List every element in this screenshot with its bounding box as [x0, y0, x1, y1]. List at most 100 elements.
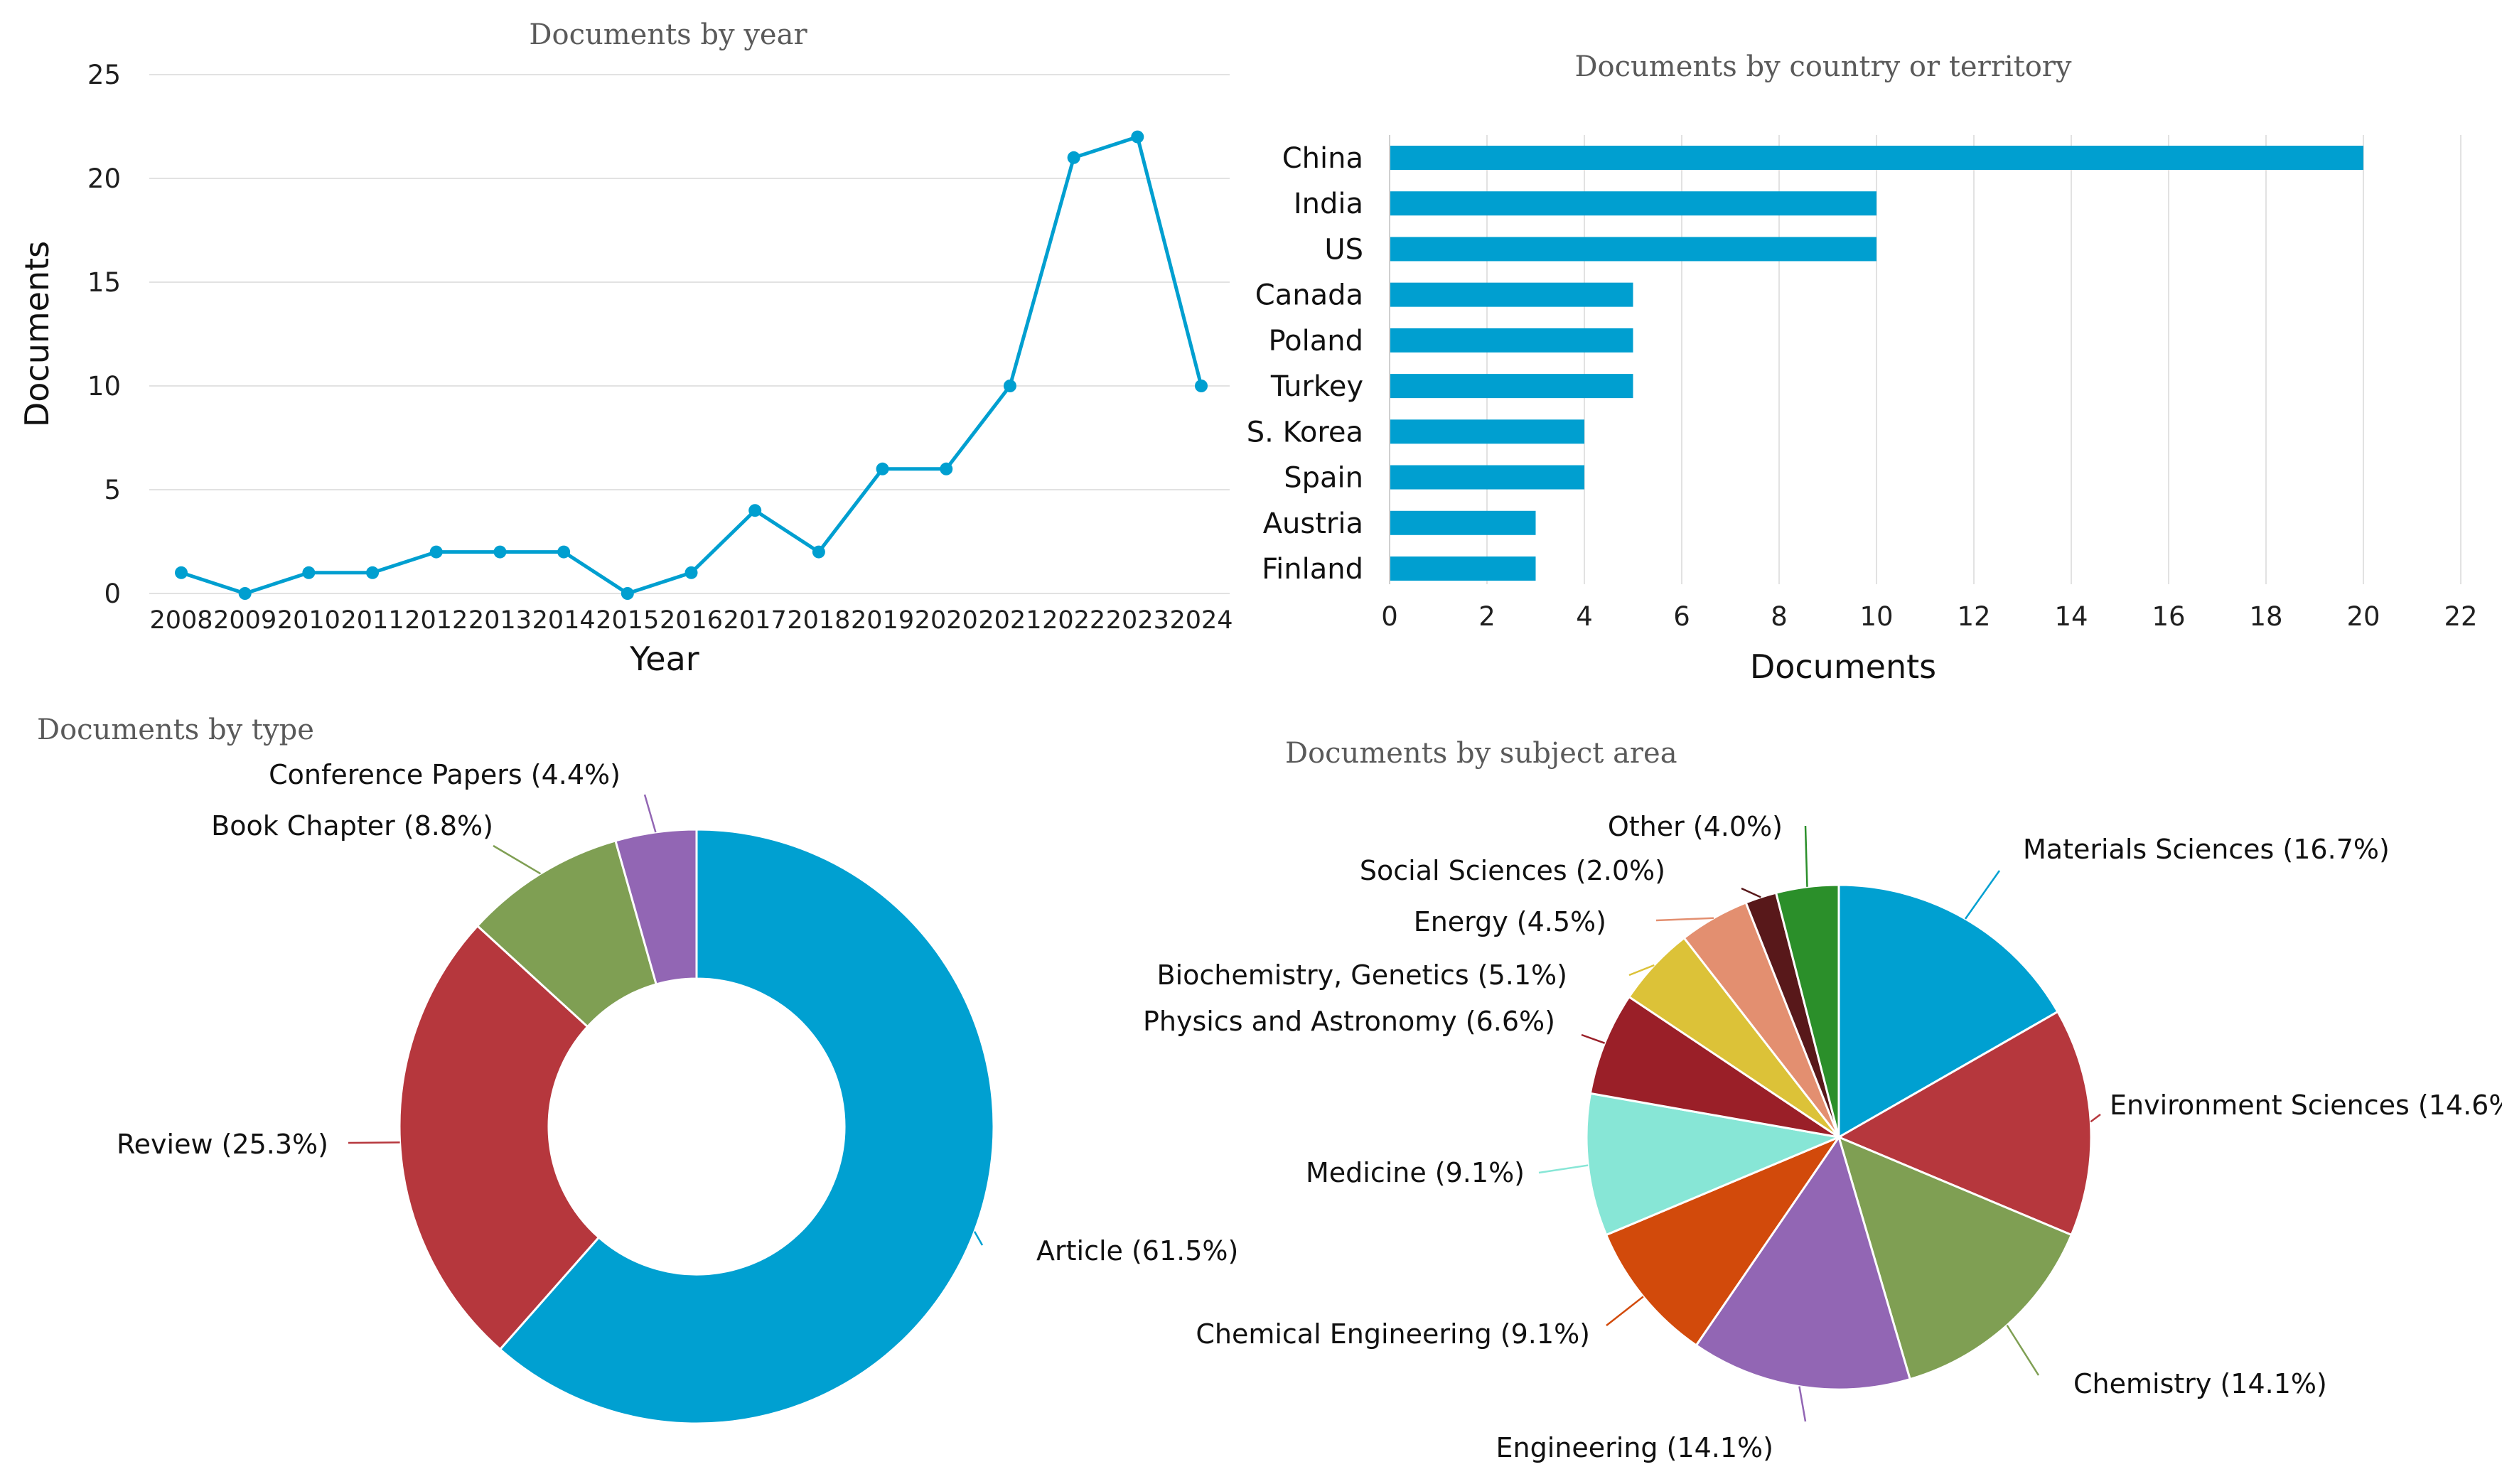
year-y-ticks: 0 5 10 15 20 25	[87, 60, 121, 609]
year-series-line	[181, 134, 1203, 596]
country-bar	[1390, 419, 1584, 444]
year-x-tick-label: 2022	[1042, 606, 1105, 635]
country-bar	[1390, 510, 1536, 535]
country-bar-chart: Documents by country or territory 0 2 4 6 8 1…	[1247, 50, 2478, 686]
subject-slices	[1585, 883, 2093, 1391]
type-slice	[498, 828, 995, 1425]
year-x-tick-label: 2015	[596, 606, 659, 635]
year-data-point	[1003, 380, 1016, 392]
country-category-label: Finland	[1262, 553, 1363, 586]
subject-leader-line	[1538, 1164, 1589, 1174]
year-x-tick-label: 2011	[341, 606, 404, 635]
country-category-label: Turkey	[1270, 370, 1363, 403]
country-bar	[1390, 237, 1876, 262]
country-category-label: S. Korea	[1247, 416, 1363, 448]
year-data-point	[366, 566, 380, 579]
subject-slice-label: Chemical Engineering (9.1%)	[1196, 1318, 1590, 1350]
type-leader-line	[493, 844, 542, 875]
subject-leader-line	[1655, 917, 1714, 922]
year-x-axis-label: Year	[629, 640, 699, 678]
subject-leader-line	[1581, 1033, 1606, 1044]
country-category-label: US	[1324, 233, 1363, 266]
year-data-point	[302, 566, 316, 579]
country-x-tick-label: 20	[2346, 601, 2380, 632]
country-category-label: Poland	[1268, 325, 1363, 357]
year-data-point	[493, 545, 507, 559]
subject-slice-label: Energy (4.5%)	[1414, 906, 1606, 937]
year-x-tick-label: 2013	[468, 606, 532, 635]
subject-pie-chart: Documents by subject area Materials Scie…	[1143, 737, 2502, 1463]
year-data-point	[1195, 380, 1208, 392]
type-slice-label: Book Chapter (8.8%)	[211, 810, 493, 842]
country-x-tick-label: 12	[1957, 601, 1990, 632]
year-data-point	[812, 545, 825, 559]
subject-slice	[1774, 883, 1840, 1138]
type-slices	[398, 828, 995, 1425]
type-leader-line	[348, 1141, 400, 1144]
subject-slice	[1695, 1134, 1912, 1391]
subject-slice-label: Other (4.0%)	[1608, 811, 1783, 842]
country-bar	[1390, 282, 1633, 307]
country-bar	[1390, 191, 1876, 216]
subject-leader-line	[2090, 1113, 2101, 1123]
subject-slice	[1836, 1010, 2093, 1237]
country-category-label: China	[1282, 142, 1363, 175]
country-bar	[1390, 465, 1584, 490]
year-series-points	[175, 130, 1208, 600]
country-x-tick-label: 4	[1576, 601, 1593, 632]
year-x-tick-label: 2016	[660, 606, 723, 635]
year-data-point	[557, 545, 571, 559]
type-slice	[614, 828, 698, 986]
country-x-tick-label: 22	[2444, 601, 2477, 632]
type-chart-title: Documents by type	[37, 714, 314, 746]
subject-slice-label: Social Sciences (2.0%)	[1360, 855, 1665, 886]
country-x-tick-label: 8	[1771, 601, 1788, 632]
country-category-labels: China India US Canada Poland Turkey S. Korea Sp…	[1247, 142, 1363, 586]
subject-chart-title: Documents by subject area	[1285, 737, 1677, 770]
subject-leader-line	[1628, 964, 1655, 977]
year-x-ticks: 2008 2009 2010 2011 2012 2013 2014 2015 2016 2017…	[149, 606, 1233, 635]
year-gridlines	[149, 74, 1230, 594]
year-y-tick-label: 15	[87, 267, 121, 298]
subject-leader-line	[1741, 887, 1761, 898]
country-x-tick-label: 6	[1673, 601, 1690, 632]
country-x-axis-label: Documents	[1750, 647, 1936, 686]
year-data-point	[876, 462, 889, 475]
subject-slice-label: Engineering (14.1%)	[1496, 1432, 1773, 1463]
subject-leader-line	[1606, 1296, 1644, 1326]
year-y-tick-label: 10	[87, 371, 121, 402]
year-data-point	[238, 587, 252, 600]
country-bar	[1390, 146, 2363, 170]
subject-slice	[1585, 1092, 1843, 1237]
country-x-tick-label: 18	[2249, 601, 2282, 632]
year-x-tick-label: 2019	[851, 606, 914, 635]
year-y-axis-label: Documents	[18, 241, 56, 427]
subject-slice-label: Materials Sciences (16.7%)	[2023, 834, 2390, 865]
year-data-point	[1131, 130, 1144, 144]
year-data-point	[621, 587, 634, 600]
year-x-tick-label: 2014	[532, 606, 596, 635]
country-x-tick-label: 14	[2054, 601, 2088, 632]
country-category-label: Austria	[1263, 507, 1363, 540]
type-slice	[398, 924, 601, 1351]
country-x-ticks: 0 2 4 6 8 10 12 14 16 18 20 22	[1381, 601, 2477, 632]
year-data-point	[1067, 151, 1080, 164]
country-category-label: Spain	[1284, 462, 1363, 495]
year-x-tick-label: 2009	[213, 606, 276, 635]
country-category-label: Canada	[1255, 279, 1363, 312]
year-chart-title: Documents by year	[529, 18, 807, 51]
subject-leader-line	[1964, 870, 2001, 920]
subject-slice	[1837, 1135, 2073, 1381]
year-y-tick-label: 20	[87, 163, 121, 194]
year-y-tick-label: 5	[104, 475, 121, 505]
country-bars	[1390, 146, 2363, 581]
year-x-tick-label: 2020	[915, 606, 978, 635]
country-x-tick-label: 10	[1859, 601, 1893, 632]
year-data-point	[940, 462, 953, 475]
country-x-tick-label: 2	[1478, 601, 1496, 632]
subject-slice-label: Environment Sciences (14.6%)	[2110, 1090, 2502, 1121]
year-data-point	[175, 566, 188, 579]
type-leader-line	[973, 1231, 984, 1246]
